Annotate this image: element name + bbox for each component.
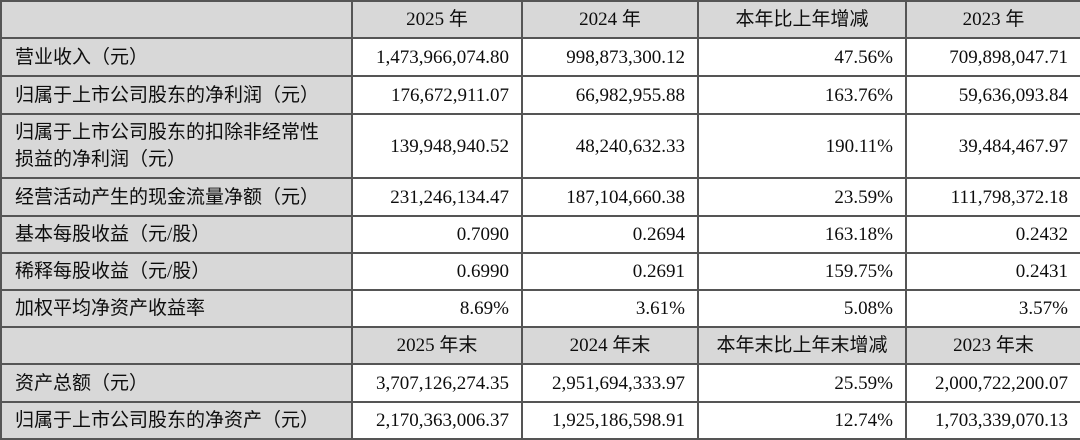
table-row-revenue: 营业收入（元） 1,473,966,074.80 998,873,300.12 … bbox=[0, 37, 1080, 77]
header-cell-2023-end: 2023 年末 bbox=[905, 326, 1080, 365]
value-cell: 0.6990 bbox=[351, 252, 523, 291]
row-label: 稀释每股收益（元/股） bbox=[0, 252, 353, 291]
header-cell-2023: 2023 年 bbox=[905, 0, 1080, 39]
table-row-diluted-eps: 稀释每股收益（元/股） 0.6990 0.2691 159.75% 0.2431 bbox=[0, 252, 1080, 291]
value-cell: 1,473,966,074.80 bbox=[351, 37, 523, 77]
row-label: 资产总额（元） bbox=[0, 363, 353, 403]
value-cell: 2,000,722,200.07 bbox=[905, 363, 1080, 403]
value-cell: 3.61% bbox=[521, 289, 699, 328]
table-row-weighted-avg-roe: 加权平均净资产收益率 8.69% 3.61% 5.08% 3.57% bbox=[0, 289, 1080, 328]
value-cell: 0.2432 bbox=[905, 215, 1080, 254]
header-cell-yoy-change: 本年比上年增减 bbox=[697, 0, 907, 39]
value-cell: 47.56% bbox=[697, 37, 907, 77]
row-label: 归属于上市公司股东的扣除非经常性损益的净利润（元） bbox=[0, 113, 353, 179]
header-cell-2024-end: 2024 年末 bbox=[521, 326, 699, 365]
value-cell: 998,873,300.12 bbox=[521, 37, 699, 77]
value-cell: 2,951,694,333.97 bbox=[521, 363, 699, 403]
value-cell: 0.2691 bbox=[521, 252, 699, 291]
value-cell: 3.57% bbox=[905, 289, 1080, 328]
value-cell: 163.18% bbox=[697, 215, 907, 254]
table-row-total-assets: 资产总额（元） 3,707,126,274.35 2,951,694,333.9… bbox=[0, 363, 1080, 403]
value-cell: 187,104,660.38 bbox=[521, 177, 699, 217]
value-cell: 48,240,632.33 bbox=[521, 113, 699, 179]
row-label: 加权平均净资产收益率 bbox=[0, 289, 353, 328]
value-cell: 12.74% bbox=[697, 401, 907, 440]
value-cell: 5.08% bbox=[697, 289, 907, 328]
table-row-net-profit-deducted: 归属于上市公司股东的扣除非经常性损益的净利润（元） 139,948,940.52… bbox=[0, 113, 1080, 179]
header-cell-blank bbox=[0, 0, 353, 39]
row-label: 营业收入（元） bbox=[0, 37, 353, 77]
value-cell: 709,898,047.71 bbox=[905, 37, 1080, 77]
value-cell: 3,707,126,274.35 bbox=[351, 363, 523, 403]
value-cell: 8.69% bbox=[351, 289, 523, 328]
header-row-year-end: 2025 年末 2024 年末 本年末比上年末增减 2023 年末 bbox=[0, 326, 1080, 365]
value-cell: 0.2694 bbox=[521, 215, 699, 254]
table-row-basic-eps: 基本每股收益（元/股） 0.7090 0.2694 163.18% 0.2432 bbox=[0, 215, 1080, 254]
row-label: 基本每股收益（元/股） bbox=[0, 215, 353, 254]
value-cell: 2,170,363,006.37 bbox=[351, 401, 523, 440]
value-cell: 1,703,339,070.13 bbox=[905, 401, 1080, 440]
table-row-operating-cash-flow: 经营活动产生的现金流量净额（元） 231,246,134.47 187,104,… bbox=[0, 177, 1080, 217]
value-cell: 163.76% bbox=[697, 75, 907, 115]
row-label: 经营活动产生的现金流量净额（元） bbox=[0, 177, 353, 217]
value-cell: 66,982,955.88 bbox=[521, 75, 699, 115]
value-cell: 231,246,134.47 bbox=[351, 177, 523, 217]
value-cell: 139,948,940.52 bbox=[351, 113, 523, 179]
row-label: 归属于上市公司股东的净利润（元） bbox=[0, 75, 353, 115]
value-cell: 39,484,467.97 bbox=[905, 113, 1080, 179]
value-cell: 1,925,186,598.91 bbox=[521, 401, 699, 440]
table-row-net-profit: 归属于上市公司股东的净利润（元） 176,672,911.07 66,982,9… bbox=[0, 75, 1080, 115]
header-row-annual: 2025 年 2024 年 本年比上年增减 2023 年 bbox=[0, 0, 1080, 39]
value-cell: 159.75% bbox=[697, 252, 907, 291]
header-cell-blank bbox=[0, 326, 353, 365]
value-cell: 0.7090 bbox=[351, 215, 523, 254]
header-cell-yoy-end-change: 本年末比上年末增减 bbox=[697, 326, 907, 365]
header-cell-2025-end: 2025 年末 bbox=[351, 326, 523, 365]
row-label: 归属于上市公司股东的净资产（元） bbox=[0, 401, 353, 440]
table-row-net-assets: 归属于上市公司股东的净资产（元） 2,170,363,006.37 1,925,… bbox=[0, 401, 1080, 440]
value-cell: 111,798,372.18 bbox=[905, 177, 1080, 217]
value-cell: 190.11% bbox=[697, 113, 907, 179]
header-cell-2025: 2025 年 bbox=[351, 0, 523, 39]
header-cell-2024: 2024 年 bbox=[521, 0, 699, 39]
value-cell: 23.59% bbox=[697, 177, 907, 217]
value-cell: 176,672,911.07 bbox=[351, 75, 523, 115]
value-cell: 59,636,093.84 bbox=[905, 75, 1080, 115]
value-cell: 25.59% bbox=[697, 363, 907, 403]
value-cell: 0.2431 bbox=[905, 252, 1080, 291]
